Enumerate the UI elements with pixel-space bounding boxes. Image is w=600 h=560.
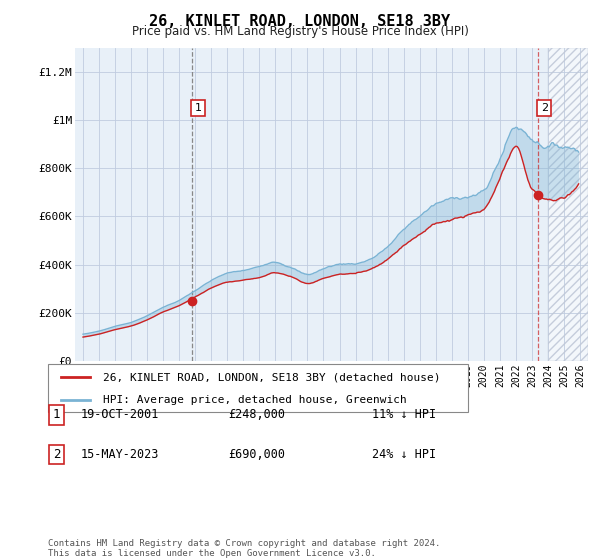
Text: 1: 1 — [195, 103, 202, 113]
Text: £248,000: £248,000 — [228, 408, 285, 422]
Text: This data is licensed under the Open Government Licence v3.0.: This data is licensed under the Open Gov… — [48, 549, 376, 558]
Text: HPI: Average price, detached house, Greenwich: HPI: Average price, detached house, Gree… — [103, 395, 406, 405]
Text: 15-MAY-2023: 15-MAY-2023 — [81, 447, 160, 461]
Bar — [548, 48, 588, 361]
Text: Contains HM Land Registry data © Crown copyright and database right 2024.: Contains HM Land Registry data © Crown c… — [48, 539, 440, 548]
Bar — [548, 48, 588, 361]
Text: 26, KINLET ROAD, LONDON, SE18 3BY: 26, KINLET ROAD, LONDON, SE18 3BY — [149, 14, 451, 29]
Text: 19-OCT-2001: 19-OCT-2001 — [81, 408, 160, 422]
Text: 11% ↓ HPI: 11% ↓ HPI — [372, 408, 436, 422]
Text: £690,000: £690,000 — [228, 447, 285, 461]
Text: 2: 2 — [541, 103, 548, 113]
Text: 26, KINLET ROAD, LONDON, SE18 3BY (detached house): 26, KINLET ROAD, LONDON, SE18 3BY (detac… — [103, 372, 440, 382]
Text: Price paid vs. HM Land Registry's House Price Index (HPI): Price paid vs. HM Land Registry's House … — [131, 25, 469, 38]
Text: 1: 1 — [53, 408, 60, 422]
Text: 24% ↓ HPI: 24% ↓ HPI — [372, 447, 436, 461]
Text: 2: 2 — [53, 447, 60, 461]
